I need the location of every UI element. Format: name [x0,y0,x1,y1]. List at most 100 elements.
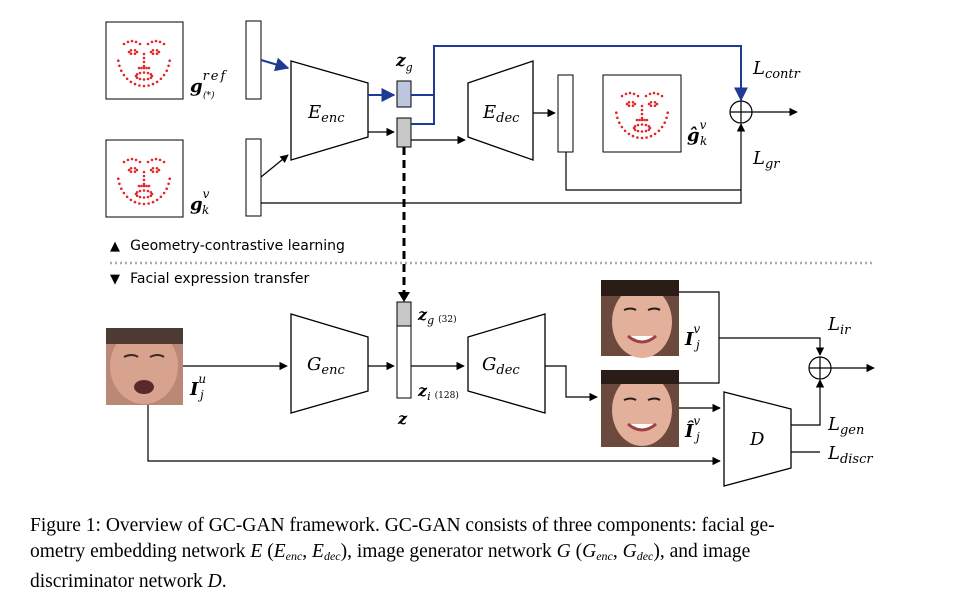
landmark-point [129,170,133,173]
landmark-point [640,116,644,120]
landmark-point [151,200,155,204]
landmark-points-target [117,157,171,206]
landmark-point [162,42,166,46]
label-e-dec: Edec [482,102,520,126]
landmark-point [130,157,134,161]
landmark-point [145,66,148,70]
legend-down: ▼ Facial expression transfer [110,271,309,287]
landmark-point [653,101,657,104]
landmark-point [142,78,146,81]
landmark-point [146,71,150,75]
label-g-ref: gref (*) [190,69,228,101]
landmark-point [159,77,163,81]
landmark-point [635,118,639,122]
e-enc-block [290,60,369,161]
landmark-point [627,132,631,136]
landmark-point [162,191,166,195]
landmark-point [155,49,159,52]
landmark-point [137,184,141,188]
landmark-point [625,102,629,106]
landmark-point [640,118,644,122]
landmark-point [151,49,155,52]
landmark-point [137,66,141,70]
landmark-point [151,52,155,55]
landmark-point [663,121,666,124]
landmark-point [126,40,130,44]
landmark-point [147,184,151,188]
landmark-point [165,187,168,190]
landmark-point [147,202,150,205]
landmark-point [138,189,142,193]
landmark-point [135,50,139,54]
landmark-point [155,80,159,84]
zg-ref-code [396,80,412,108]
landmark-point [640,130,644,133]
landmark-point [140,66,143,70]
landmark-point [647,125,651,128]
label-l-discr: Ldiscr [827,443,873,467]
landmark-point [125,195,129,199]
landmark-point [151,170,155,173]
landmark-point [652,91,656,95]
z-i-identity-code [396,325,412,399]
landmark-point [147,66,151,70]
landmark-point [129,167,133,170]
landmark-point [649,134,653,138]
landmark-point [157,50,161,54]
landmark-point [134,40,138,44]
landmark-point [620,125,624,129]
label-g-k-v: gv k [190,187,210,217]
landmark-point [149,194,153,198]
landmark-point [138,195,142,199]
landmark-point [130,39,134,43]
landmark-point [142,84,146,88]
landmark-point [133,200,137,204]
e-dec-block [467,60,534,161]
landmark-point [151,167,155,170]
landmark-point [155,170,159,173]
landmark-point [158,158,162,162]
landmark-point [154,157,158,161]
input-face-photo [106,328,183,405]
landmark-point [150,40,154,44]
landmark-point [142,178,146,182]
landmark-point [155,198,159,202]
landmark-point [142,182,146,186]
label-i-hat-j-v: Îv j [684,414,700,444]
landmark-point [142,189,146,192]
landmark-point [649,104,653,107]
landmark-point [118,64,121,68]
landmark-point [142,66,146,70]
target-face-photo [601,280,679,358]
landmark-point [142,184,146,188]
label-l-contr: Lcontr [752,58,801,82]
label-l-gen: Lgen [827,414,864,438]
landmark-point [624,92,628,96]
landmark-point [142,174,146,178]
landmark-point [620,94,624,98]
landmark-point [167,64,170,68]
landmark-point [168,59,171,62]
landmark-point [133,52,137,55]
landmark-point [149,168,153,172]
label-g-hat: ĝv k [687,118,707,148]
landmark-point [138,202,141,205]
landmark-point [168,177,171,180]
landmark-point [142,52,146,56]
landmark-point [147,84,150,87]
landmark-point [633,125,637,128]
landmark-point [146,195,150,199]
landmark-point [142,202,146,206]
landmark-point [149,76,153,80]
landmark-point [636,94,640,98]
label-i-j-v: Iv j [684,322,700,352]
landmark-point [133,49,137,52]
landmark-point [120,69,123,72]
landmark-point [146,189,150,193]
landmark-point [644,129,648,133]
label-z: z [397,409,408,428]
landmark-point [138,77,142,81]
landmark-point [122,191,126,195]
generated-face-photo [601,370,679,447]
label-i-j-u: Iu j [189,372,206,402]
